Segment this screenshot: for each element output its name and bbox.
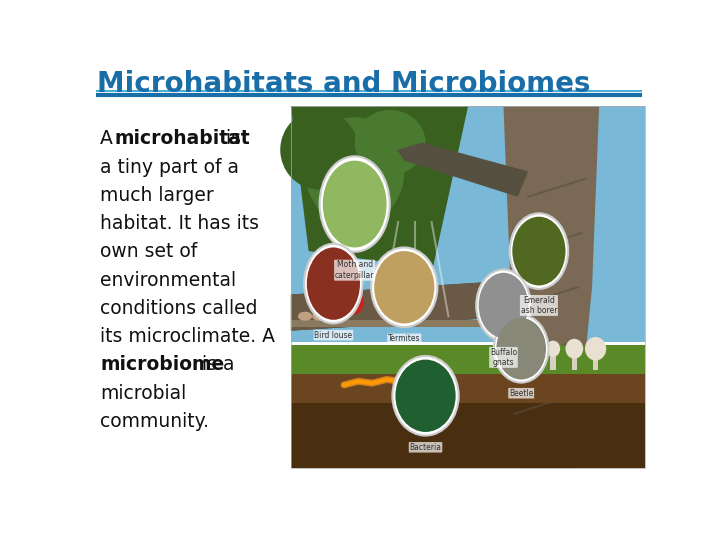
Ellipse shape — [392, 356, 459, 436]
Polygon shape — [291, 106, 468, 269]
Bar — [291, 389, 645, 468]
Ellipse shape — [585, 337, 606, 361]
Bar — [291, 106, 645, 341]
Text: A: A — [100, 129, 119, 149]
Ellipse shape — [546, 341, 560, 357]
Ellipse shape — [374, 251, 434, 323]
Ellipse shape — [323, 160, 387, 247]
Ellipse shape — [346, 289, 364, 314]
Text: own set of: own set of — [100, 242, 197, 261]
Text: Microhabitats and Microbiomes: Microhabitats and Microbiomes — [96, 70, 590, 98]
Bar — [291, 367, 645, 403]
Text: Bird louse: Bird louse — [315, 330, 353, 340]
Text: Buffalo
gnats: Buffalo gnats — [490, 348, 517, 367]
Text: is: is — [220, 129, 240, 149]
Text: microhabitat: microhabitat — [114, 129, 251, 149]
Text: Bacteria: Bacteria — [410, 443, 441, 452]
Ellipse shape — [479, 273, 528, 338]
Text: is a: is a — [197, 355, 235, 374]
Ellipse shape — [320, 156, 390, 252]
Ellipse shape — [510, 213, 568, 289]
Bar — [572, 349, 577, 370]
Ellipse shape — [298, 312, 312, 321]
Ellipse shape — [280, 110, 359, 190]
Ellipse shape — [353, 280, 364, 294]
Polygon shape — [397, 143, 528, 197]
Ellipse shape — [307, 247, 360, 320]
Text: conditions called: conditions called — [100, 299, 258, 318]
Ellipse shape — [371, 247, 437, 327]
Bar — [291, 106, 645, 468]
Ellipse shape — [326, 312, 341, 321]
Text: much larger: much larger — [100, 186, 214, 205]
Ellipse shape — [476, 269, 531, 341]
Text: Termites: Termites — [388, 334, 420, 343]
Text: microbial: microbial — [100, 384, 186, 403]
Text: community.: community. — [100, 412, 209, 431]
Text: Emerald
ash borer: Emerald ash borer — [521, 296, 557, 315]
Bar — [593, 349, 598, 370]
Bar — [291, 320, 503, 327]
Text: environmental: environmental — [100, 271, 236, 289]
Ellipse shape — [312, 312, 326, 321]
Ellipse shape — [496, 318, 546, 380]
Bar — [550, 349, 556, 370]
Polygon shape — [291, 280, 521, 330]
Bar — [291, 345, 645, 374]
Ellipse shape — [355, 110, 426, 175]
Polygon shape — [333, 305, 348, 320]
Ellipse shape — [494, 315, 549, 382]
Ellipse shape — [513, 217, 565, 286]
Text: a tiny part of a: a tiny part of a — [100, 158, 239, 177]
Text: Moth and
caterpillar: Moth and caterpillar — [335, 260, 374, 280]
Ellipse shape — [565, 339, 583, 359]
Ellipse shape — [395, 360, 456, 432]
Ellipse shape — [305, 117, 404, 226]
Text: Beetle: Beetle — [509, 389, 534, 398]
Text: its microclimate. A: its microclimate. A — [100, 327, 275, 346]
Ellipse shape — [304, 244, 363, 323]
Polygon shape — [291, 280, 521, 330]
Polygon shape — [503, 106, 599, 468]
Text: habitat. It has its: habitat. It has its — [100, 214, 259, 233]
Text: microbiome: microbiome — [100, 355, 225, 374]
